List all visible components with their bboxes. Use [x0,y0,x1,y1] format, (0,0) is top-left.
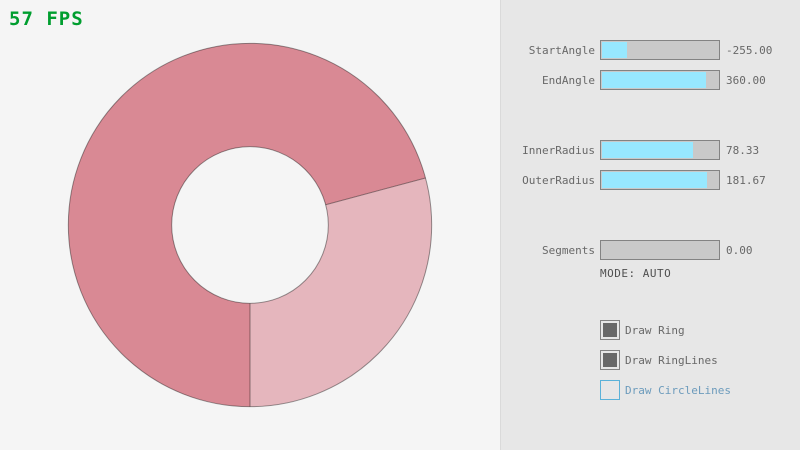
endangle-slider-fill [602,72,706,88]
outerradius-slider-label: OuterRadius [522,174,595,187]
ring-inner-outline [171,146,329,304]
fps-counter: 57 FPS [9,8,84,30]
draw-circlelines-checkbox[interactable] [600,380,620,400]
draw-ringlines-checkbox-label: Draw RingLines [625,354,718,367]
startangle-slider[interactable] [600,40,720,60]
endangle-slider[interactable] [600,70,720,90]
innerradius-slider-fill [602,142,693,158]
ring-start-line [325,177,426,206]
startangle-slider-value: -255.00 [726,44,773,57]
innerradius-slider-label: InnerRadius [522,144,595,157]
ring-outer-outline [67,42,433,408]
startangle-slider-fill [602,42,627,58]
outerradius-slider-fill [602,172,707,188]
ring-sector-dark [68,43,426,407]
innerradius-slider[interactable] [600,140,720,160]
draw-circlelines-checkbox-label: Draw CircleLines [625,384,731,397]
outerradius-slider-value: 181.67 [726,174,766,187]
side-panel: StartAngle -255.00 EndAngle 360.00 InnerRadi… [500,0,800,450]
draw-ring-checkbox-check [603,323,617,337]
ring-chart [67,42,433,408]
endangle-slider-label: EndAngle [542,74,595,87]
innerradius-slider-value: 78.33 [726,144,760,157]
endangle-slider-value: 360.00 [726,74,766,87]
startangle-slider-label: StartAngle [528,44,595,57]
segments-slider[interactable] [600,240,720,260]
panel-divider [500,0,501,450]
mode-label: MODE: AUTO [600,267,672,280]
segments-slider-label: Segments [542,244,595,257]
segments-slider-value: 0.00 [726,244,753,257]
ring-sector-light [250,177,432,407]
draw-ringlines-checkbox[interactable] [600,350,620,370]
draw-ringlines-checkbox-check [603,353,617,367]
draw-ring-checkbox-label: Draw Ring [625,324,685,337]
draw-ring-checkbox[interactable] [600,320,620,340]
outerradius-slider[interactable] [600,170,720,190]
